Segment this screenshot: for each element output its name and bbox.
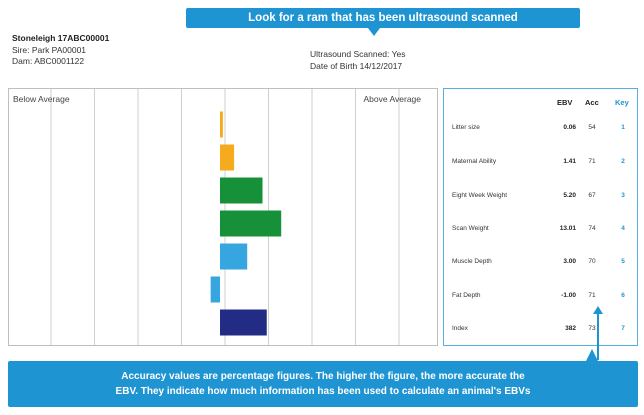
ebv-value: 1.41 — [563, 158, 576, 165]
table-row: Index 382 73 7 — [444, 323, 637, 337]
above-average-label: Above Average — [363, 94, 422, 104]
trait-name: Litter size — [452, 124, 480, 131]
callout-bottom-line-1: Accuracy values are percentage figures. … — [121, 371, 525, 382]
ebv-table: EBV Acc Key Litter size 0.06 54 1 Maternal A… — [443, 88, 638, 346]
key-number: 3 — [621, 192, 625, 199]
accuracy-value: 70 — [588, 258, 596, 265]
animal-info: Stoneleigh 17ABC00001 Sire: Park PA00001… — [12, 33, 109, 68]
scan-info: Ultrasound Scanned: Yes Date of Birth 14… — [310, 49, 405, 72]
ebv-value: 5.20 — [563, 192, 576, 199]
date-of-birth: Date of Birth 14/12/2017 — [310, 60, 403, 71]
bar-eight-week-weight — [220, 177, 263, 204]
key-number: 7 — [621, 325, 625, 332]
ultrasound-scanned: Ultrasound Scanned: Yes — [310, 49, 406, 59]
key-header: Key — [615, 98, 629, 107]
ebv-value: 13.01 — [559, 225, 576, 232]
key-number: 2 — [621, 158, 625, 165]
table-row: Litter size 0.06 54 1 — [444, 122, 637, 136]
ebv-value: -1.00 — [561, 292, 576, 299]
ebv-value: 0.06 — [563, 124, 576, 131]
table-row: Scan Weight 13.01 74 4 — [444, 223, 637, 237]
bar-muscle-depth — [220, 243, 248, 270]
accuracy-value: 74 — [588, 225, 596, 232]
ebv-value: 382 — [565, 325, 576, 332]
callout-top: Look for a ram that has been ultrasound … — [186, 8, 580, 28]
accuracy-value: 71 — [588, 158, 596, 165]
trait-name: Maternal Ability — [452, 158, 497, 165]
ebv-bar-chart: Below Average Above Average — [8, 88, 438, 346]
trait-name: Scan Weight — [452, 225, 489, 232]
accuracy-value: 67 — [588, 192, 596, 199]
bar-index — [220, 309, 267, 336]
bar-litter-size — [220, 111, 223, 138]
callout-bottom-pointer — [586, 349, 598, 361]
ebv-header: EBV — [557, 98, 573, 107]
key-number: 5 — [621, 258, 625, 265]
animal-name: Stoneleigh 17ABC00001 — [12, 33, 110, 43]
ebv-value: 3.00 — [563, 258, 576, 265]
key-number: 1 — [621, 124, 625, 131]
callout-bottom: Accuracy values are percentage figures. … — [8, 361, 638, 407]
acc-header: Acc — [585, 98, 599, 107]
trait-name: Muscle Depth — [452, 258, 492, 265]
animal-dam: Dam: ABC0001122 — [12, 56, 85, 66]
table-row: Maternal Ability 1.41 71 2 — [444, 156, 637, 170]
bar-maternal-ability — [220, 144, 235, 171]
bar-fat-depth — [210, 276, 220, 303]
callout-top-pointer — [368, 28, 380, 36]
key-number: 6 — [621, 292, 625, 299]
accuracy-value: 54 — [588, 124, 596, 131]
accuracy-arrow — [593, 306, 603, 360]
trait-name: Index — [452, 325, 468, 332]
accuracy-value: 73 — [588, 325, 596, 332]
bar-scan-weight — [220, 210, 282, 237]
key-number: 4 — [621, 225, 625, 232]
below-average-label: Below Average — [13, 94, 70, 104]
trait-name: Eight Week Weight — [452, 192, 508, 199]
callout-top-text: Look for a ram that has been ultrasound … — [248, 12, 518, 24]
accuracy-value: 71 — [588, 292, 596, 299]
chart-plot — [50, 89, 400, 345]
trait-name: Fat Depth — [452, 292, 481, 299]
animal-sire: Sire: Park PA00001 — [12, 44, 87, 55]
callout-bottom-line-2: EBV. They indicate how much information … — [115, 386, 531, 397]
table-row: Muscle Depth 3.00 70 5 — [444, 256, 637, 270]
table-row: Eight Week Weight 5.20 67 3 — [444, 190, 637, 204]
table-row: Fat Depth -1.00 71 6 — [444, 290, 637, 304]
